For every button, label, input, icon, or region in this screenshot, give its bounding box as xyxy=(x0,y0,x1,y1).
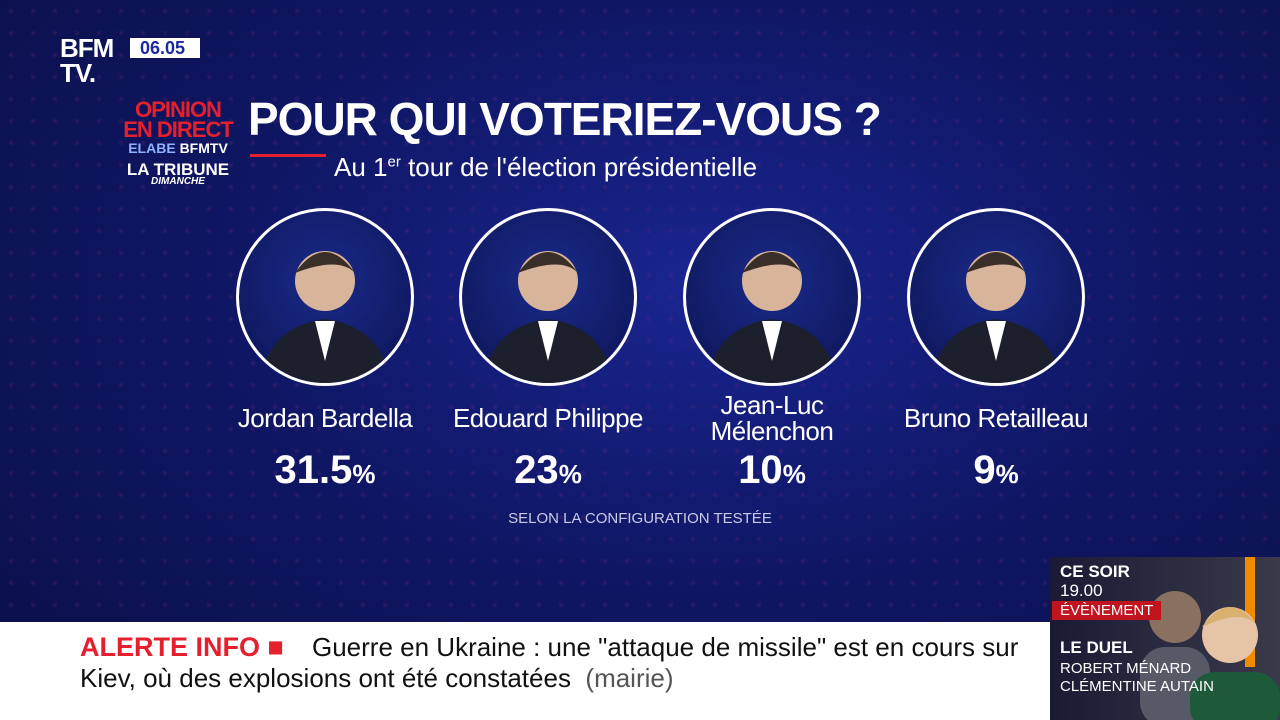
candidate-name: Bruno Retailleau xyxy=(903,403,1089,433)
page-title: POUR QUI VOTERIEZ-VOUS ? xyxy=(248,93,882,145)
footnote: SELON LA CONFIGURATION TESTÉE xyxy=(508,510,772,527)
candidate-portrait xyxy=(459,208,637,386)
guests-photo xyxy=(1140,591,1280,720)
ticker-band xyxy=(0,622,1050,720)
candidate-name: Jordan Bardella xyxy=(237,403,413,433)
candidate-percentage: 31.5% xyxy=(274,448,376,492)
candidate-name: Jean-Luc Mélenchon xyxy=(710,390,834,446)
divider xyxy=(250,154,326,157)
candidate-percentage: 9% xyxy=(973,448,1019,492)
opinion-en-direct-logo: OPINION EN DIRECT ELABE BFMTV LA TRIBUNE… xyxy=(123,97,234,187)
candidate-card: Jean-Luc Mélenchon 10% xyxy=(672,208,872,493)
candidate-card: Jordan Bardella 31.5% xyxy=(225,208,425,493)
candidate-card: Edouard Philippe 23% xyxy=(448,208,648,493)
ticker-text: Guerre en Ukraine : une "attaque de miss… xyxy=(80,632,1019,693)
candidate-name: Edouard Philippe xyxy=(452,403,644,433)
promo-panel: CE SOIR 19.00 ÉVÈNEMENT LE DUEL ROBERT M… xyxy=(1050,557,1280,720)
candidate-percentage: 23% xyxy=(514,448,582,492)
clock: 06.05 xyxy=(130,38,200,58)
candidate-percentage: 10% xyxy=(738,448,806,492)
promo-accent xyxy=(1245,557,1255,667)
candidate-portrait xyxy=(236,208,414,386)
candidate-portrait xyxy=(683,208,861,386)
candidate-portrait xyxy=(907,208,1085,386)
subtitle: Au 1er tour de l'élection présidentielle xyxy=(334,152,758,182)
candidate-card: Bruno Retailleau 9% xyxy=(896,208,1096,493)
alert-label: ALERTE INFO ■ xyxy=(80,632,284,662)
bfmtv-logo: BFM TV. xyxy=(60,33,114,88)
